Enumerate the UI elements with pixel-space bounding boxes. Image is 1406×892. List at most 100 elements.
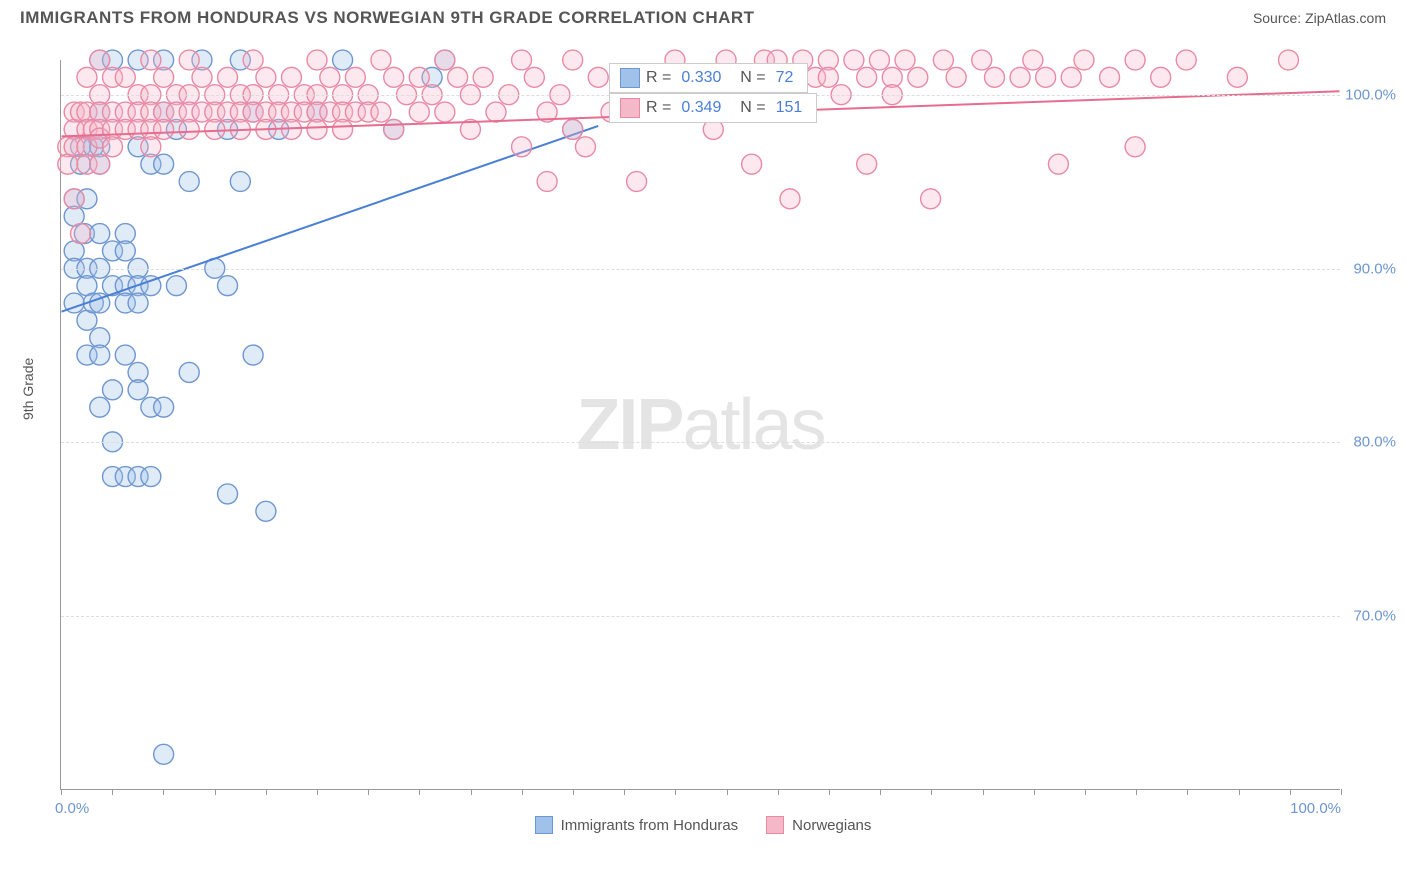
- x-tick: [624, 789, 625, 795]
- data-point: [384, 67, 404, 87]
- x-tick: [1034, 789, 1035, 795]
- data-point: [320, 67, 340, 87]
- legend-swatch: [766, 816, 784, 834]
- legend-label: Norwegians: [792, 817, 871, 834]
- data-point: [1074, 50, 1094, 70]
- y-tick-label: 80.0%: [1353, 434, 1396, 451]
- data-point: [512, 137, 532, 157]
- data-point: [1023, 50, 1043, 70]
- data-point: [154, 397, 174, 417]
- x-tick: [215, 789, 216, 795]
- correlation-stat: R =0.349 N =151: [609, 93, 817, 123]
- data-point: [230, 172, 250, 192]
- data-point: [307, 50, 327, 70]
- data-point: [154, 154, 174, 174]
- data-point: [243, 50, 263, 70]
- data-point: [128, 380, 148, 400]
- data-point: [563, 119, 583, 139]
- x-tick: [1187, 789, 1188, 795]
- data-point: [1010, 67, 1030, 87]
- data-point: [371, 102, 391, 122]
- data-point: [409, 67, 429, 87]
- data-point: [90, 224, 110, 244]
- data-point: [1125, 50, 1145, 70]
- data-point: [90, 397, 110, 417]
- data-point: [154, 67, 174, 87]
- data-point: [1061, 67, 1081, 87]
- data-point: [1151, 67, 1171, 87]
- stat-n-label: N =: [731, 69, 765, 87]
- stat-r-label: R =: [646, 99, 671, 117]
- x-tick: [983, 789, 984, 795]
- chart-source: Source: ZipAtlas.com: [1253, 10, 1386, 26]
- data-point: [71, 224, 91, 244]
- data-point: [486, 102, 506, 122]
- x-tick-max: 100.0%: [1290, 800, 1341, 817]
- legend-swatch: [535, 816, 553, 834]
- data-point: [537, 172, 557, 192]
- gridline: [61, 616, 1340, 617]
- legend-item: Immigrants from Honduras: [535, 816, 739, 834]
- x-tick: [931, 789, 932, 795]
- data-point: [409, 102, 429, 122]
- data-point: [933, 50, 953, 70]
- data-point: [256, 67, 276, 87]
- data-point: [512, 50, 532, 70]
- x-tick: [727, 789, 728, 795]
- data-point: [218, 67, 238, 87]
- data-point: [869, 50, 889, 70]
- x-tick: [1085, 789, 1086, 795]
- legend-label: Immigrants from Honduras: [561, 817, 739, 834]
- data-point: [90, 50, 110, 70]
- x-tick: [1290, 789, 1291, 795]
- data-point: [90, 154, 110, 174]
- x-tick: [419, 789, 420, 795]
- data-point: [1176, 50, 1196, 70]
- data-point: [780, 189, 800, 209]
- x-tick-min: 0.0%: [55, 800, 89, 817]
- series-swatch: [620, 68, 640, 88]
- x-tick: [317, 789, 318, 795]
- data-point: [115, 67, 135, 87]
- data-point: [154, 744, 174, 764]
- stat-r-value: 0.349: [677, 99, 725, 117]
- data-point: [1048, 154, 1068, 174]
- x-tick: [675, 789, 676, 795]
- data-point: [90, 345, 110, 365]
- x-tick: [1239, 789, 1240, 795]
- data-point: [1036, 67, 1056, 87]
- data-point: [77, 67, 97, 87]
- data-point: [141, 467, 161, 487]
- chart-header: IMMIGRANTS FROM HONDURAS VS NORWEGIAN 9T…: [0, 0, 1406, 32]
- x-tick: [1136, 789, 1137, 795]
- data-point: [946, 67, 966, 87]
- x-tick: [1341, 789, 1342, 795]
- stat-n-label: N =: [731, 99, 765, 117]
- data-point: [627, 172, 647, 192]
- x-tick: [163, 789, 164, 795]
- stat-n-value: 72: [772, 69, 798, 87]
- x-tick: [522, 789, 523, 795]
- data-point: [435, 102, 455, 122]
- stat-r-label: R =: [646, 69, 671, 87]
- x-tick: [112, 789, 113, 795]
- data-point: [218, 484, 238, 504]
- data-point: [972, 50, 992, 70]
- data-point: [857, 67, 877, 87]
- gridline: [61, 442, 1340, 443]
- data-point: [588, 67, 608, 87]
- data-point: [179, 50, 199, 70]
- legend-item: Norwegians: [766, 816, 871, 834]
- x-tick: [778, 789, 779, 795]
- data-point: [384, 119, 404, 139]
- data-point: [179, 172, 199, 192]
- data-point: [333, 50, 353, 70]
- data-point: [818, 67, 838, 87]
- data-point: [448, 67, 468, 87]
- data-point: [1125, 137, 1145, 157]
- y-axis-label: 9th Grade: [20, 358, 36, 420]
- x-tick: [880, 789, 881, 795]
- data-point: [256, 501, 276, 521]
- gridline: [61, 269, 1340, 270]
- x-tick: [266, 789, 267, 795]
